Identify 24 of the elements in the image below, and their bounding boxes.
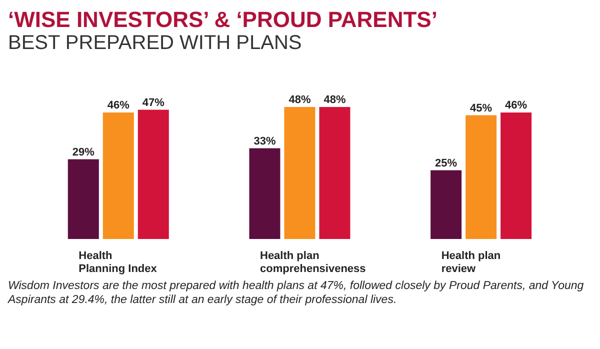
data-label: 46% bbox=[107, 100, 130, 112]
bar bbox=[249, 148, 280, 239]
bar bbox=[68, 159, 99, 239]
x-tick-label: Health plan review bbox=[441, 250, 501, 275]
chart-subtitle: BEST PREPARED WITH PLANS bbox=[8, 32, 303, 54]
data-label: 48% bbox=[324, 94, 346, 106]
data-label: 46% bbox=[505, 100, 528, 112]
x-tick-label: Health plan comprehensiveness bbox=[260, 250, 366, 275]
chart-title: ‘WISE INVESTORS’ & ‘PROUD PARENTS’ bbox=[8, 7, 438, 32]
data-label: 47% bbox=[142, 96, 165, 109]
bar bbox=[466, 115, 497, 239]
bar bbox=[138, 110, 169, 239]
bar bbox=[500, 112, 532, 239]
bar bbox=[319, 107, 350, 239]
data-label: 48% bbox=[288, 94, 311, 106]
text: Wisdom Investors are the most prepared with health plans at 47%, followed closely by Proud Parents, and Young Aspirants at 29.4%, the latter still at an early stage of their professional lives. bbox=[8, 279, 585, 307]
data-label: 25% bbox=[435, 157, 458, 170]
bar bbox=[284, 107, 316, 239]
bar bbox=[430, 170, 462, 239]
x-tick-label: Health Planning Index bbox=[78, 250, 158, 275]
data-label: 29% bbox=[72, 146, 95, 158]
data-label: 33% bbox=[254, 135, 276, 148]
bar bbox=[102, 112, 134, 239]
data-label: 45% bbox=[470, 102, 492, 114]
